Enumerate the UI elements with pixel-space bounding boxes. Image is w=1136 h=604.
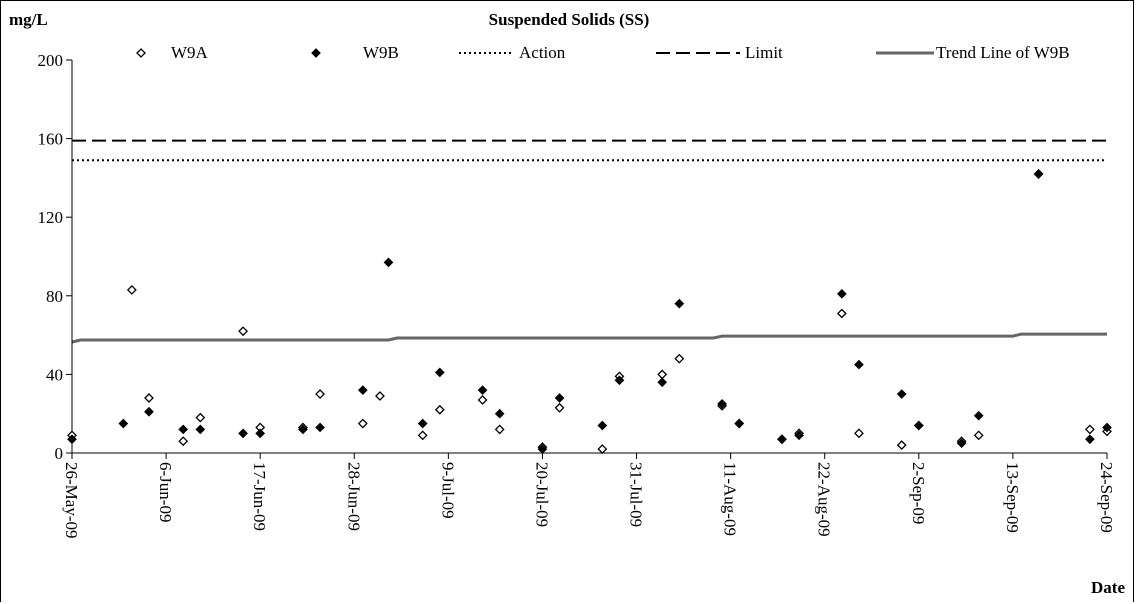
w9a-point [973, 430, 984, 441]
w9b-point [777, 434, 787, 445]
w9b-point [1033, 169, 1044, 179]
w9b-point [434, 367, 445, 378]
w9b-point [854, 359, 864, 370]
x-tick-label: 31-Jul-09 [627, 462, 646, 527]
legend-item-w9a: W9A [136, 43, 209, 62]
w9a-point [477, 395, 488, 405]
w9b-point [144, 406, 154, 417]
w9b-point [597, 420, 608, 431]
w9b-point [195, 424, 206, 435]
w9b-point [956, 438, 967, 449]
legend-marker-w9a [136, 48, 146, 58]
w9b-point [383, 257, 394, 268]
w9a-point [144, 393, 154, 403]
w9a-point [375, 391, 385, 401]
x-tick-label: 20-Jul-09 [532, 462, 551, 527]
w9b-point [1102, 422, 1112, 433]
x-tick-label: 6-Jun-09 [156, 462, 175, 522]
y-tick-label: 40 [46, 365, 63, 384]
w9a-point [494, 424, 505, 435]
w9a-point [178, 436, 189, 447]
w9a-point [195, 412, 206, 423]
legend-item-trend: Trend Line of W9B [876, 43, 1070, 62]
w9b-point [255, 428, 266, 439]
trend-line [71, 332, 1107, 344]
w9b-point [836, 288, 847, 299]
x-tick-label: 9-Jul-09 [438, 462, 457, 519]
w9b-point [794, 430, 804, 441]
x-axis-label: Date [1091, 578, 1125, 597]
w9b-point [896, 389, 907, 399]
w9a-point [657, 369, 668, 380]
w9a-point [126, 284, 137, 295]
w9a-point [554, 402, 565, 413]
w9a-point [357, 418, 368, 429]
w9a-point [896, 440, 907, 451]
w9a-point [674, 353, 685, 364]
w9b-point [357, 385, 368, 395]
w9b-point [118, 418, 129, 429]
x-tick-label: 2-Sep-09 [909, 462, 928, 524]
y-tick-label: 0 [55, 444, 64, 463]
legend-label-w9a: W9A [171, 43, 209, 62]
w9b-point [657, 377, 668, 388]
w9b-point [178, 424, 189, 435]
x-tick-label: 26-May-09 [62, 462, 81, 538]
w9b-point [238, 428, 248, 439]
w9b-point [494, 408, 505, 419]
legend-label-w9b: W9B [363, 43, 399, 62]
w9a-point [597, 444, 608, 454]
legend-label-action: Action [519, 43, 566, 62]
y-tick-label: 80 [46, 287, 63, 306]
w9a-point [417, 430, 428, 441]
x-tick-label: 13-Sep-09 [1003, 462, 1022, 533]
y-tick-label: 200 [38, 51, 64, 70]
w9a-point [434, 404, 445, 415]
w9b-point [973, 410, 984, 421]
data-markers [67, 169, 1112, 454]
w9b-point [554, 393, 565, 403]
w9b-point [417, 418, 428, 429]
w9a-point [1084, 424, 1095, 435]
legend-item-action: Action [459, 43, 566, 62]
w9b-point [674, 298, 685, 309]
legend-item-limit: Limit [656, 43, 783, 62]
w9a-point [238, 326, 248, 337]
legend-marker-w9b [311, 48, 321, 58]
legend-label-limit: Limit [745, 43, 783, 62]
x-tick-label: 11-Aug-09 [721, 462, 740, 536]
w9b-point [1085, 434, 1095, 445]
x-tick-label: 28-Jun-09 [344, 462, 363, 531]
w9b-point [315, 422, 325, 433]
reference-lines [71, 139, 1107, 344]
w9b-point [734, 418, 745, 429]
y-tick-label: 160 [38, 130, 64, 149]
legend-label-trend: Trend Line of W9B [936, 43, 1070, 62]
x-tick-label: 24-Sep-09 [1097, 462, 1116, 533]
legend-item-w9b: W9B [311, 43, 399, 62]
w9b-point [913, 420, 924, 431]
x-ticks: 26-May-09 6-Jun-09 17-Jun-09 28-Jun-09 9-Jul… [62, 453, 1116, 538]
w9a-point [836, 308, 847, 319]
w9b-point [298, 424, 308, 435]
w9b-point [717, 399, 727, 409]
y-ticks: 0 40 80 120 160 200 [38, 51, 72, 463]
legend: W9A W9B Action Limit Trend Line of W9B [136, 43, 1070, 62]
w9b-point [614, 375, 625, 386]
axes [71, 60, 1107, 454]
chart-title: Suspended Solids (SS) [489, 10, 650, 29]
x-tick-label: 17-Jun-09 [250, 462, 269, 531]
w9b-point [67, 434, 77, 445]
x-tick-label: 22-Aug-09 [815, 462, 834, 537]
w9a-point [854, 428, 864, 439]
y-tick-label: 120 [38, 208, 64, 227]
w9b-point [477, 385, 488, 395]
y-axis-label: mg/L [9, 10, 48, 29]
w9b-point [537, 444, 548, 454]
w9a-point [315, 389, 325, 399]
